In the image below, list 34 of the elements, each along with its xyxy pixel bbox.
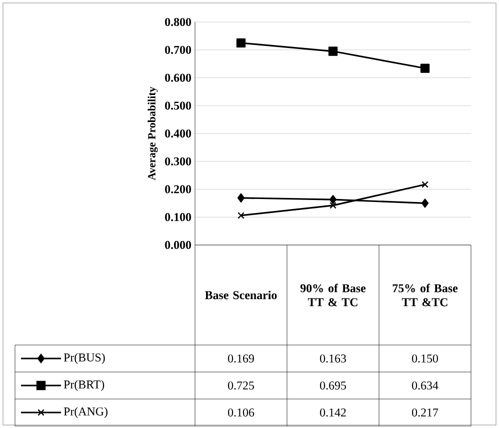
legend-label: Pr(BUS) [64,353,105,364]
data-label: 0.217 [412,408,438,417]
y-tick-label: 0.700 [165,46,192,54]
y-tick-label: 0.600 [165,74,192,82]
data-label: 0.169 [228,354,254,363]
data-label: 0.725 [228,381,254,390]
y-axis-title: Average Probability [148,86,158,180]
point [421,198,429,208]
data-label: 0.106 [228,408,254,417]
point [328,46,338,56]
y-tick-label: 0.500 [165,102,192,110]
point [238,212,244,219]
y-tick-label: 0.300 [165,157,192,166]
y-tick-label: 0.400 [165,129,192,138]
legend-label: Pr(ANG) [64,407,108,418]
legend-label: Pr(BRT) [64,380,104,391]
point [330,202,336,209]
y-tick-label: 0.800 [165,18,192,26]
data-label: 0.634 [412,381,438,390]
y-tick-label: 0.000 [165,240,192,250]
data-label: 0.695 [320,381,346,390]
point [329,194,337,204]
data-label: 0.142 [320,408,346,417]
point [420,64,430,73]
x-tick-label: 75% of Base TT &TC [392,284,458,306]
point [422,181,428,188]
y-tick-label: 0.100 [165,213,192,222]
x-tick-label: Base Scenario [205,290,277,300]
data-label: 0.150 [412,354,438,363]
y-tick-label: 0.200 [165,185,192,194]
point [237,193,245,202]
data-label: 0.163 [320,354,346,363]
x-tick-label: 90% of Base TT & TC [300,284,366,306]
point [236,38,246,48]
